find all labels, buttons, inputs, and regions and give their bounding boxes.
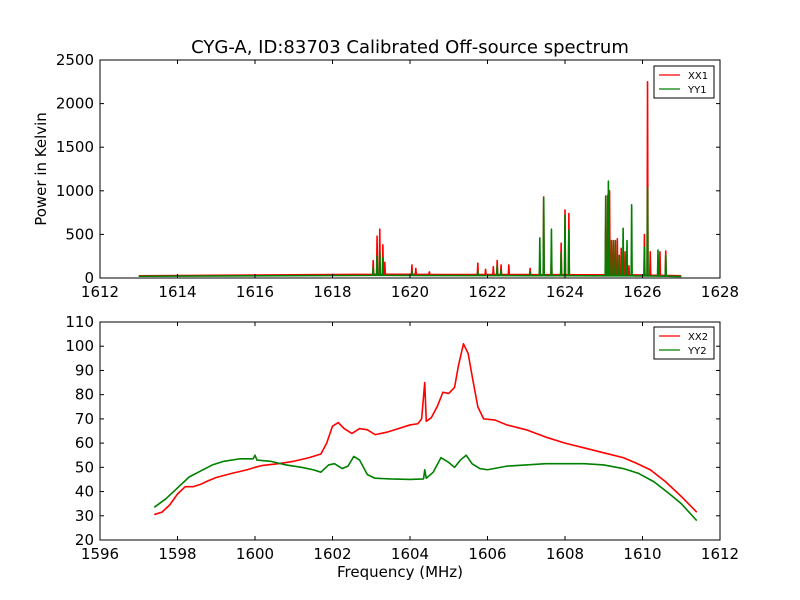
y-tick-label: 2000 [56, 95, 94, 113]
x-tick-label: 1628 [701, 283, 739, 301]
y-tick-label: 0 [84, 269, 94, 287]
legend-label-xx2: XX2 [688, 332, 708, 343]
y-tick-label: 500 [65, 225, 94, 243]
y-tick-label: 1500 [56, 138, 94, 156]
series-line-xx1 [138, 81, 682, 277]
y-tick-label: 90 [75, 361, 94, 379]
x-tick-label: 1612 [81, 283, 119, 301]
series-line-yy1 [138, 180, 682, 278]
x-tick-label: 1604 [391, 545, 429, 563]
x-tick-label: 1618 [313, 283, 351, 301]
x-tick-label: 1626 [623, 283, 661, 301]
y-tick-label: 40 [75, 483, 94, 501]
legend-box [653, 65, 715, 99]
top-panel-plot: 1612 1614 1616 1618 1620 1622 1624 1626 1628 0 500… [32, 51, 739, 301]
x-tick-label: 1616 [236, 283, 274, 301]
figure-title: CYG-A, ID:83703 Calibrated Off-source sp… [191, 37, 629, 58]
x-tick-label: 1606 [468, 545, 506, 563]
legend-label-yy1: YY1 [687, 85, 707, 96]
y-tick-label: 30 [75, 507, 94, 525]
x-tick-label: 1600 [236, 545, 274, 563]
x-tick-label: 1612 [701, 545, 739, 563]
x-tick-label: 1608 [546, 545, 584, 563]
y-tick-label: 1000 [56, 182, 94, 200]
y-tick-label: 20 [75, 531, 94, 549]
y-tick-label: 70 [75, 410, 94, 428]
x-tick-label: 1624 [546, 283, 584, 301]
series-line-yy2 [153, 454, 698, 522]
series-line-xx2 [154, 343, 698, 516]
y-axis-label: Power in Kelvin [32, 112, 50, 226]
legend-label-xx1: XX1 [688, 71, 708, 82]
bottom-panel-plot: 1596 1598 1600 1602 1604 1606 1608 1610 1612 20 30… [65, 313, 739, 581]
x-axis-label: Frequency (MHz) [337, 563, 463, 581]
y-tick-label: 100 [65, 337, 94, 355]
x-tick-label: 1620 [391, 283, 429, 301]
series-lines [138, 81, 682, 278]
y-tick-label: 50 [75, 458, 94, 476]
x-tick-label: 1622 [468, 283, 506, 301]
y-tick-label: 80 [75, 386, 94, 404]
y-tick-label: 2500 [56, 51, 94, 69]
x-tick-label: 1602 [313, 545, 351, 563]
legend-box [653, 326, 715, 360]
x-tick-label: 1598 [158, 545, 196, 563]
x-tick-label: 1596 [81, 545, 119, 563]
y-tick-label: 60 [75, 434, 94, 452]
y-tick-label: 110 [65, 313, 94, 331]
x-tick-label: 1610 [623, 545, 661, 563]
series-lines [153, 343, 698, 522]
legend-label-yy2: YY2 [687, 346, 707, 357]
x-tick-label: 1614 [158, 283, 196, 301]
